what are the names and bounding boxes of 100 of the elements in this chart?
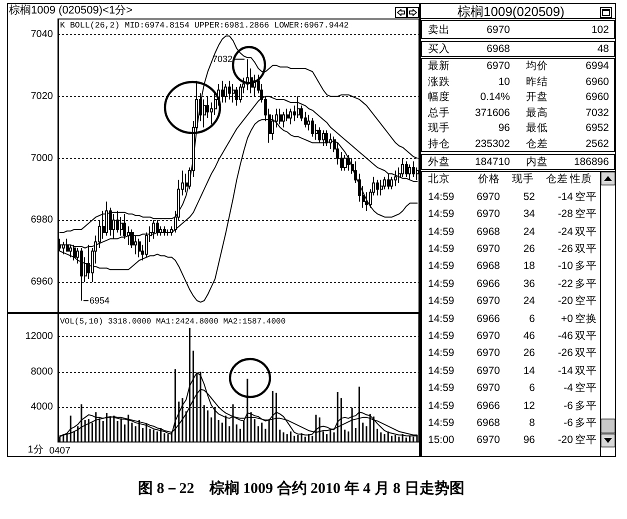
text: 6970 [476,190,500,204]
y-tick-label: 6980 [30,214,54,226]
text: 24 [523,224,535,238]
text: 多平 [575,259,597,274]
text: 14:59 [428,398,454,412]
text: 6970 [476,346,500,360]
text: 6966 [476,398,500,412]
caption: 图 8－22 棕榈 1009 合约 2010 年 4 月 8 日走势图 [138,479,464,498]
text: 空换 [575,312,597,326]
text: -46 [558,328,573,343]
text: 14:59 [428,294,454,308]
text: 6960 [586,74,609,89]
annotation: 6954 [89,296,110,306]
y-tick-label: 7000 [30,152,54,164]
text: 6966 [476,276,500,291]
text: 6970 [486,59,510,73]
text: 24 [523,294,535,308]
text: 96 [523,433,535,448]
text: 双平 [575,242,597,256]
y-tick-label: 8000 [30,366,54,378]
text: 6970 [476,381,500,396]
text: -28 [558,207,573,222]
text: 6968 [476,259,500,274]
text: 14:59 [428,276,454,291]
text: 186896 [574,155,609,169]
text: 外盘 [428,155,450,169]
y-tick-label: 7020 [30,90,54,102]
text: -6 [564,398,573,412]
text: 6970 [476,433,500,448]
text: 双平 [575,224,597,238]
y-tick-label: 4000 [30,401,54,412]
text: 双平 [575,364,597,378]
text: 6 [529,312,535,326]
text: 空平 [575,207,597,222]
text: -26 [558,346,573,360]
text: 15:00 [428,433,454,448]
text: 总手 [428,106,450,120]
text: 6970 [486,23,510,37]
text: 14 [523,364,535,378]
text: 14:59 [428,416,454,430]
text: 235302 [474,137,510,151]
text: 双平 [575,328,597,343]
text: 多平 [575,416,597,430]
text: 14:59 [428,312,454,326]
text: 52 [523,190,535,204]
text: 96 [498,121,510,136]
text: 14:59 [428,207,454,222]
text: 34 [523,207,535,222]
text: 184710 [474,155,510,169]
text: -22 [558,276,573,291]
text: 0.14% [480,90,510,104]
text: 8 [529,416,535,430]
text: 最新 [428,59,450,73]
text: 开盘 [526,90,548,104]
text: 均价 [526,59,548,73]
text: -14 [558,364,573,378]
x-axis-title: 1分 [28,444,44,456]
text: 空平 [575,433,597,448]
text: 14:59 [428,190,454,204]
text: 6968 [486,42,510,56]
text: 涨跌 [428,74,450,89]
text: 卖出 [428,23,450,37]
text: 46 [523,328,535,343]
text: 6952 [586,121,609,136]
text: 14:59 [428,364,454,378]
text: VOL(5,10) 3318.0000 MA1:2424.8000 MA2:1587.4000 [60,318,286,326]
text: 多平 [575,276,597,291]
text: 棕榈1009(020509) [456,4,566,19]
text: -26 [558,242,573,256]
text: 14:59 [428,346,454,360]
text: 空平 [575,381,597,396]
text: 26 [523,346,535,360]
text: 6970 [476,207,500,222]
text: 6970 [476,364,500,378]
text: 48 [597,42,609,56]
text: 2562 [586,137,609,151]
text: -10 [558,259,573,274]
text: 12 [523,398,535,412]
text: 空平 [575,294,597,308]
text: 6970 [476,294,500,308]
text: 幅度 [428,90,450,104]
text: +0 [561,312,573,326]
text: -6 [564,416,573,430]
text: 最高 [526,106,548,120]
chart-subtitle: K BOLL(26,2) MID:6974.8154 UPPER:6981.2866 LOWER:6967.9442 [60,20,349,30]
x-tick-label: 0407 [49,446,70,456]
text: -20 [558,433,573,448]
text: 371606 [474,106,510,120]
text: 北京 [428,172,450,186]
text: -24 [558,224,573,238]
y-tick-label: 7040 [30,28,54,40]
text: 6970 [476,328,500,343]
text: 7032 [586,106,609,120]
text: 现手 [428,121,450,136]
text: 14:59 [428,242,454,256]
text: 36 [523,276,535,291]
text: 26 [523,242,535,256]
text: 多平 [575,398,597,412]
text: 14:59 [428,328,454,343]
annotation: 7032 [212,54,233,64]
